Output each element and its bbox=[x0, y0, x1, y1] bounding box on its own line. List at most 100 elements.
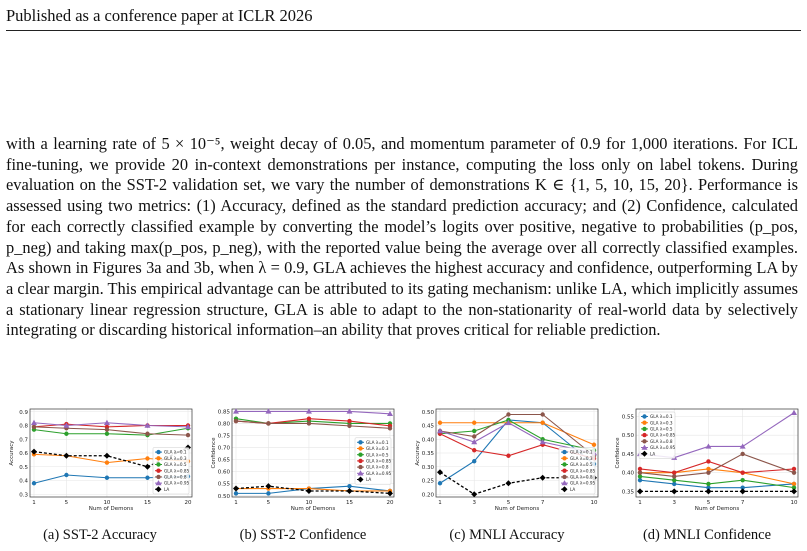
data-point bbox=[471, 491, 478, 498]
data-point bbox=[705, 443, 712, 449]
header-rule bbox=[6, 30, 801, 31]
y-tick-label: 0.35 bbox=[622, 489, 635, 495]
data-point bbox=[145, 456, 150, 461]
data-point bbox=[637, 470, 643, 475]
data-point bbox=[387, 426, 393, 431]
plot-frame bbox=[635, 408, 799, 498]
y-tick-label: 0.7 bbox=[19, 437, 28, 443]
series-4 bbox=[637, 451, 797, 479]
data-point bbox=[472, 434, 477, 439]
data-point bbox=[306, 416, 312, 421]
data-point bbox=[506, 412, 511, 417]
data-point bbox=[145, 475, 150, 480]
series-4 bbox=[233, 418, 393, 431]
legend-label: GLA λ=0.85 bbox=[650, 433, 676, 438]
data-point bbox=[346, 487, 353, 494]
data-point bbox=[233, 485, 239, 492]
x-tick-label: 10 bbox=[103, 500, 110, 506]
data-point bbox=[266, 491, 271, 496]
series-5 bbox=[31, 419, 191, 430]
data-point bbox=[791, 470, 797, 475]
data-point bbox=[265, 408, 272, 414]
y-axis-label: Confidence bbox=[211, 437, 217, 469]
data-point bbox=[347, 418, 352, 424]
y-tick-label: 0.50 bbox=[218, 494, 231, 500]
series-6 bbox=[233, 483, 393, 497]
y-tick-label: 0.75 bbox=[218, 434, 231, 440]
plot-area: 0.20 0.25 0.30 0.35 0.40 0.45 0.50 1 3 5 7 10 Num of… bbox=[415, 408, 599, 512]
caption-c: (c) MNLI Accuracy bbox=[449, 527, 565, 543]
x-axis-label: Num of Demons bbox=[291, 506, 336, 512]
x-tick-label: 20 bbox=[185, 500, 192, 506]
y-tick-label: 0.45 bbox=[622, 452, 635, 458]
y-tick-label: 0.4 bbox=[19, 479, 28, 485]
data-point bbox=[233, 408, 239, 414]
data-point bbox=[437, 420, 443, 425]
y-tick-label: 0.35 bbox=[422, 451, 435, 457]
data-point bbox=[637, 477, 643, 483]
data-point bbox=[791, 466, 797, 472]
data-point bbox=[672, 470, 677, 475]
paragraph-text: with a learning rate of 5 × 10⁻⁵, weight… bbox=[6, 134, 798, 340]
x-axis-label: Num of Demons bbox=[695, 506, 740, 512]
x-tick-label: 15 bbox=[346, 500, 353, 506]
legend-label: GLA λ=0.3 bbox=[164, 456, 187, 461]
series-5 bbox=[233, 408, 393, 417]
series-0 bbox=[233, 483, 393, 496]
data-point bbox=[306, 421, 312, 426]
data-point bbox=[185, 432, 191, 438]
x-axis-label: Num of Demons bbox=[495, 506, 540, 512]
data-point bbox=[791, 485, 797, 490]
data-point bbox=[103, 419, 110, 425]
x-tick-label: 1 bbox=[234, 500, 238, 506]
data-point bbox=[387, 490, 393, 497]
data-point bbox=[705, 488, 712, 495]
y-tick-label: 0.40 bbox=[422, 437, 435, 443]
legend-label: GLA λ=0.1 bbox=[650, 414, 673, 419]
series-2 bbox=[637, 474, 797, 490]
y-tick-label: 0.55 bbox=[622, 414, 635, 420]
data-point bbox=[791, 488, 797, 495]
legend-label: GLA λ=0.1 bbox=[164, 450, 187, 455]
data-point bbox=[31, 448, 37, 455]
data-point bbox=[672, 474, 677, 479]
legend-marker bbox=[155, 480, 162, 486]
data-point bbox=[233, 418, 239, 424]
data-point bbox=[63, 452, 70, 459]
data-point bbox=[472, 448, 477, 453]
y-tick-label: 0.9 bbox=[19, 410, 28, 416]
legend-marker bbox=[561, 480, 568, 486]
legend-label: GLA λ=0.85 bbox=[366, 459, 392, 464]
data-point bbox=[64, 472, 69, 478]
legend-label: GLA λ=0.95 bbox=[366, 471, 392, 476]
data-point bbox=[437, 481, 443, 486]
legend-marker bbox=[561, 486, 568, 493]
data-point bbox=[233, 491, 239, 496]
x-axis-label: Num of Demons bbox=[89, 506, 134, 512]
plot-frame bbox=[435, 408, 599, 498]
legend-marker bbox=[641, 444, 648, 450]
data-point bbox=[739, 488, 746, 495]
y-tick-label: 0.20 bbox=[422, 492, 435, 498]
data-point bbox=[104, 460, 110, 465]
series-3 bbox=[637, 459, 797, 475]
data-point bbox=[437, 428, 443, 434]
legend-label: GLA λ=0.5 bbox=[366, 452, 389, 457]
legend-marker bbox=[642, 432, 647, 438]
data-point bbox=[791, 481, 797, 487]
legend-box bbox=[152, 447, 190, 495]
y-tick-label: 0.50 bbox=[422, 410, 435, 416]
data-point bbox=[791, 409, 797, 415]
data-point bbox=[185, 423, 191, 430]
y-axis-label: Accuracy bbox=[9, 440, 15, 466]
data-point bbox=[471, 439, 478, 445]
legend-marker bbox=[562, 474, 567, 480]
data-point bbox=[104, 427, 110, 432]
legend-label: LA bbox=[366, 477, 371, 482]
data-point bbox=[31, 481, 37, 486]
data-point bbox=[347, 423, 352, 429]
legend-marker bbox=[156, 449, 161, 455]
x-tick-label: 7 bbox=[741, 500, 745, 506]
x-tick-label: 5 bbox=[65, 500, 69, 506]
data-point bbox=[505, 480, 512, 487]
